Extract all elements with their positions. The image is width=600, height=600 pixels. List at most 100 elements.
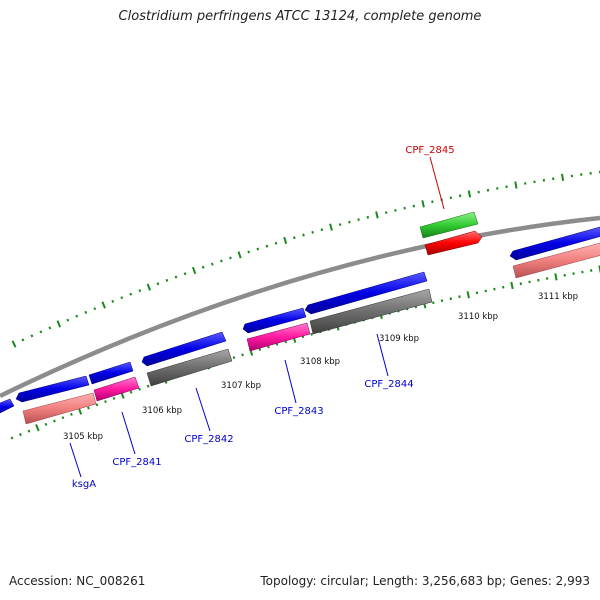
scale-tick <box>232 356 236 360</box>
scale-tick <box>357 218 360 222</box>
gray-feature[interactable] <box>309 288 433 335</box>
cds-arrow[interactable] <box>304 271 428 315</box>
scale-tick <box>258 348 262 351</box>
salmon-feature[interactable] <box>512 242 600 279</box>
scale-tick <box>220 259 223 263</box>
scale-tick <box>19 433 22 437</box>
scale-tick <box>10 436 14 440</box>
scale-tick <box>241 353 244 357</box>
scale-tick <box>138 387 141 391</box>
scale-tick <box>375 211 379 219</box>
scale-tick <box>87 406 90 410</box>
scale-tick <box>274 241 278 245</box>
scale-tick <box>129 390 133 394</box>
genome-summary-text: Topology: circular; Length: 3,256,683 bp… <box>260 574 590 588</box>
scale-label: 3111 kbp <box>538 292 578 302</box>
scale-tick <box>210 262 214 266</box>
scale-tick <box>129 292 133 296</box>
scale-tick <box>458 194 462 198</box>
cds-arrow[interactable] <box>0 398 15 415</box>
scale-tick <box>267 345 270 349</box>
scale-tick <box>432 301 435 305</box>
gene-label-cpf-2842[interactable]: CPF_2842 <box>184 434 233 445</box>
scale-tick <box>174 275 178 279</box>
cds-arrow[interactable] <box>141 331 227 367</box>
scale-tick <box>93 307 97 311</box>
scale-tick <box>572 272 575 276</box>
scale-tick <box>466 291 470 299</box>
scale-tick <box>484 289 487 293</box>
accession-text: Accession: NC_008261 <box>9 574 146 588</box>
magenta-feature[interactable] <box>93 376 140 402</box>
label-leaders <box>69 156 445 478</box>
outer-tick-ring <box>11 170 600 348</box>
scale-tick <box>11 340 17 348</box>
scale-tick <box>111 299 115 303</box>
scale-tick <box>310 332 313 336</box>
scale-tick <box>84 310 88 314</box>
gene-labels: ksgA CPF_2841 CPF_2842 CPF_2843 CPF_2844… <box>72 145 455 490</box>
scale-tick <box>510 281 514 290</box>
scale-tick <box>53 419 56 423</box>
magenta-feature[interactable] <box>246 322 311 352</box>
scale-tick <box>412 204 416 208</box>
scale-tick <box>56 320 62 328</box>
cds-arrow[interactable] <box>88 361 134 385</box>
scale-tick <box>104 400 107 404</box>
scale-tick <box>156 282 160 286</box>
scale-tick <box>563 273 566 277</box>
scale-tick <box>66 318 70 322</box>
scale-tick <box>191 266 197 275</box>
scale-tick <box>431 200 434 204</box>
cds-arrow[interactable] <box>15 375 90 403</box>
genome-backbone <box>0 215 600 399</box>
gene-label-cpf-2843[interactable]: CPF_2843 <box>274 406 323 417</box>
gene-label-cpf-2845[interactable]: CPF_2845 <box>405 145 454 156</box>
cds-arrow[interactable] <box>242 307 307 334</box>
gray-feature[interactable] <box>146 348 233 387</box>
gene-label-cpf-2844[interactable]: CPF_2844 <box>364 379 413 390</box>
scale-tick <box>467 190 472 198</box>
scale-tick <box>120 296 124 300</box>
scale-tick <box>146 283 152 291</box>
scale-tick <box>39 330 43 334</box>
scale-tick <box>348 220 351 224</box>
scale-tick <box>237 251 242 259</box>
green-feature[interactable] <box>419 211 479 239</box>
scale-tick <box>493 287 496 291</box>
reverse-features <box>22 211 600 425</box>
scale-tick <box>21 338 25 342</box>
scale-tick <box>146 384 150 388</box>
scale-tick <box>394 208 397 212</box>
scale-tick <box>502 285 505 289</box>
scale-tick <box>366 215 370 219</box>
salmon-feature[interactable] <box>22 392 97 425</box>
scale-label: 3106 kbp <box>142 406 182 416</box>
scale-tick <box>283 236 288 245</box>
scale-label: 3108 kbp <box>300 357 340 367</box>
scale-label: 3109 kbp <box>379 334 419 344</box>
red-feature-arrow[interactable] <box>424 230 483 256</box>
scale-tick <box>48 326 52 330</box>
gene-label-ksgA[interactable]: ksgA <box>72 479 96 490</box>
scale-tick <box>101 301 106 309</box>
scale-tick <box>70 412 73 416</box>
scale-tick <box>384 211 388 215</box>
scale-tick <box>183 272 187 276</box>
gene-label-cpf-2841[interactable]: CPF_2841 <box>112 457 161 468</box>
scale-tick <box>61 416 65 420</box>
scale-tick <box>537 278 540 282</box>
scale-label: 3110 kbp <box>458 312 498 322</box>
scale-tick <box>421 200 425 208</box>
scale-tick <box>138 289 142 293</box>
scale-tick <box>165 278 169 282</box>
scale-tick <box>95 403 99 407</box>
scale-tick <box>229 256 232 260</box>
scale-tick <box>30 334 34 338</box>
scale-tick <box>302 233 305 237</box>
scale-tick <box>403 206 406 210</box>
scale-tick <box>528 280 531 284</box>
cds-arrow[interactable] <box>509 226 600 261</box>
scale-label: 3107 kbp <box>221 381 261 391</box>
